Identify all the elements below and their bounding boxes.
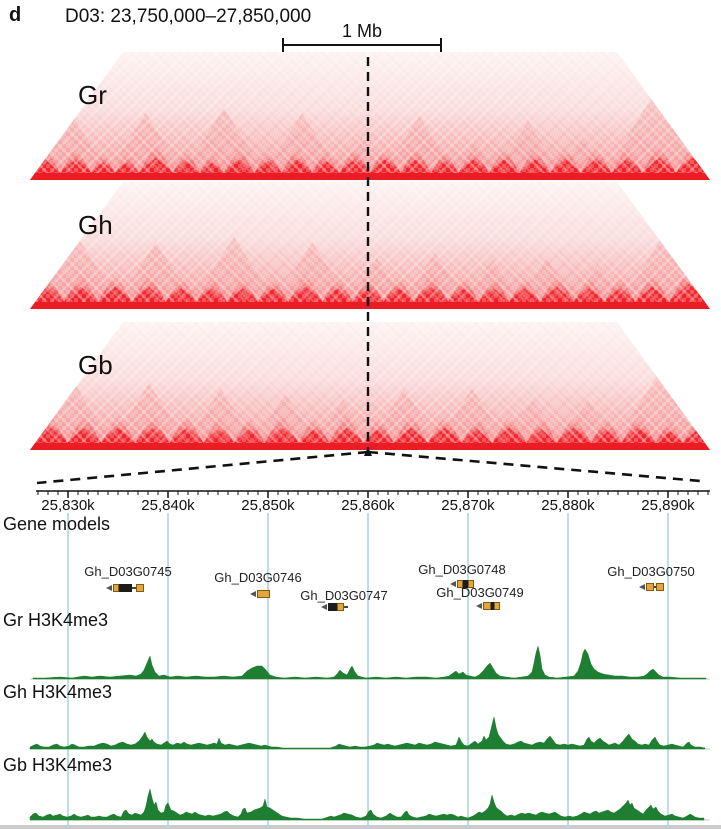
gene-strand-arrow-icon <box>250 590 256 597</box>
hic-heatmap-Gb <box>30 322 710 450</box>
gene-exon <box>656 582 664 591</box>
gene-exon <box>468 579 474 588</box>
ruler-tick-label: 25,870k <box>441 497 495 514</box>
gene-exon <box>457 579 463 588</box>
signal-track-2 <box>0 780 721 827</box>
gene-exon <box>119 583 132 592</box>
gridline <box>67 513 69 829</box>
gene-label: Gh_D03G0748 <box>418 562 506 577</box>
zoom-fan-dashed-lines <box>36 447 701 485</box>
next-panel-edge <box>0 825 721 829</box>
hic-heatmap-Gr <box>30 52 710 180</box>
gene-strand-arrow-icon <box>639 583 645 590</box>
figure-title: D03: 23,750,000–27,850,000 <box>65 6 312 27</box>
gene-exon <box>337 602 344 611</box>
gene-strand-arrow-icon <box>476 602 482 609</box>
gene-exon <box>654 585 656 588</box>
gene-exon <box>491 601 494 610</box>
gene-exon <box>257 589 270 598</box>
gene-label: Gh_D03G0750 <box>607 564 695 579</box>
signal-track-plot <box>29 788 710 821</box>
gene-glyph <box>321 602 348 611</box>
gene-exon <box>113 583 119 592</box>
ruler-tick-label: 25,880k <box>541 497 595 514</box>
gene-glyph <box>476 601 500 610</box>
gridline <box>567 513 569 829</box>
signal-track-0 <box>0 639 721 686</box>
gene-exon <box>483 601 491 610</box>
signal-track-plot <box>29 716 710 750</box>
track-label: Gh H3K4me3 <box>3 682 113 702</box>
scalebar-label: 1 Mb <box>341 21 383 41</box>
gridline <box>667 513 669 829</box>
panel-letter: d <box>9 4 22 26</box>
gene-strand-arrow-icon <box>450 580 456 587</box>
ruler-tick-label: 25,890k <box>641 497 695 514</box>
heatmap-label-Gb: Gb <box>78 350 113 380</box>
gridline <box>367 513 369 829</box>
track-label: Gr H3K4me3 <box>3 610 109 630</box>
signal-track-1 <box>0 709 721 756</box>
heatmap-label-Gr: Gr <box>78 80 107 110</box>
gene-strand-arrow-icon <box>106 584 112 591</box>
signal-track-plot <box>30 645 710 680</box>
gene-exon <box>463 579 468 588</box>
ruler-tick-label: 25,850k <box>241 497 295 514</box>
gene-exon <box>132 586 136 589</box>
gene-exon <box>344 605 348 608</box>
hic-heatmap-image <box>30 52 710 180</box>
gridline <box>467 513 469 829</box>
gene-glyph <box>450 579 474 588</box>
gene-glyph <box>106 583 144 592</box>
heatmap-label-Gh: Gh <box>78 210 113 240</box>
track-label: Gb H3K4me3 <box>3 755 113 775</box>
gene-exon <box>328 602 337 611</box>
gene-label: Gh_D03G0749 <box>436 585 524 600</box>
ruler-tick-label: 25,830k <box>41 497 95 514</box>
gridline <box>267 513 269 829</box>
gridline <box>167 513 169 829</box>
gene-label: Gh_D03G0747 <box>300 588 388 603</box>
gene-label: Gh_D03G0745 <box>84 564 172 579</box>
ruler-tick-label: 25,860k <box>341 497 395 514</box>
gene-models-label: Gene models <box>3 514 111 534</box>
gene-exon <box>494 601 500 610</box>
gene-glyph <box>250 589 270 598</box>
hic-heatmap-Gh <box>30 182 710 309</box>
gene-glyph <box>639 582 664 591</box>
gene-label: Gh_D03G0746 <box>214 570 302 585</box>
ruler-tick-label: 25,840k <box>141 497 195 514</box>
gene-exon <box>646 582 654 591</box>
hic-heatmap-image <box>30 182 710 309</box>
hic-heatmap-image <box>30 322 710 450</box>
gene-strand-arrow-icon <box>321 603 327 610</box>
gene-exon <box>136 583 144 592</box>
